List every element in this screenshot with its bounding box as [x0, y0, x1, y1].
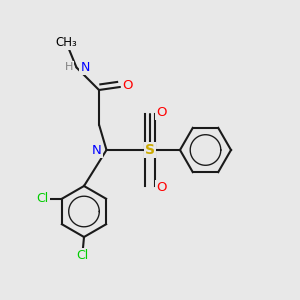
Text: CH₃: CH₃ [55, 35, 77, 49]
Text: N: N [80, 61, 90, 74]
Text: S: S [145, 143, 155, 157]
Text: O: O [157, 106, 167, 119]
Text: Cl: Cl [76, 249, 88, 262]
Text: H: H [64, 62, 73, 73]
Text: Cl: Cl [36, 192, 49, 205]
Text: O: O [157, 181, 167, 194]
Text: N: N [92, 143, 102, 157]
Text: O: O [122, 79, 133, 92]
